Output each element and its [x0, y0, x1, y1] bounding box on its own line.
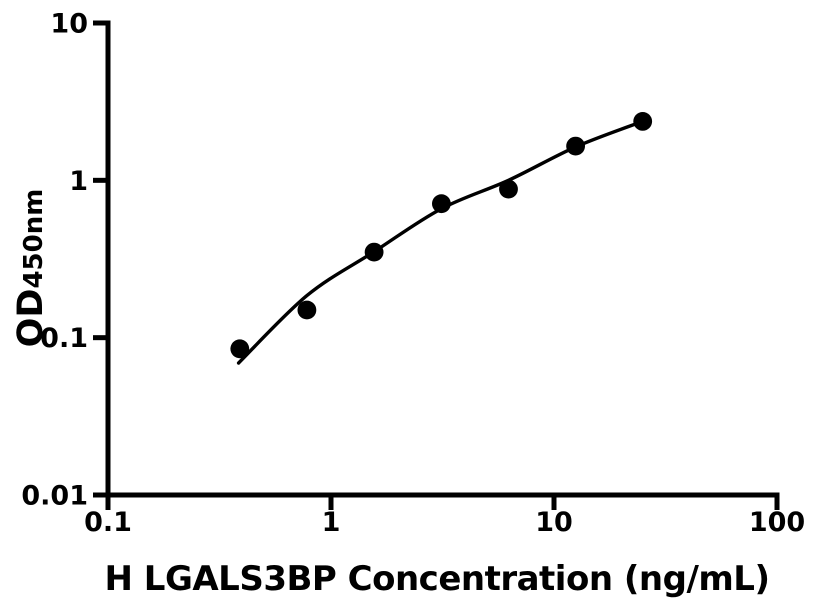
y-axis-title-main: OD — [11, 288, 51, 348]
y-tick-label: 1 — [69, 166, 88, 197]
y-axis-title: OD450nm — [11, 189, 51, 348]
y-tick-label: 0.01 — [21, 481, 88, 512]
data-point — [566, 136, 585, 156]
y-tick-label: 10 — [50, 9, 88, 40]
y-tick-label: 0.1 — [40, 323, 88, 354]
x-tick-label: 10 — [535, 507, 573, 538]
x-tick-label: 0.1 — [84, 507, 132, 538]
y-axis-title-subscript: 450nm — [19, 188, 49, 289]
x-tick-label: 1 — [322, 507, 341, 538]
data-point — [499, 179, 518, 199]
data-point — [297, 300, 317, 320]
axis-spine — [105, 20, 780, 498]
data-point — [230, 339, 250, 359]
fit-curve — [236, 119, 645, 365]
data-point — [432, 194, 451, 214]
data-point — [633, 112, 653, 131]
x-axis-title: H LGALS3BP Concentration (ng/mL) — [104, 559, 771, 599]
x-tick-label: 100 — [749, 507, 805, 538]
data-point — [364, 242, 384, 262]
